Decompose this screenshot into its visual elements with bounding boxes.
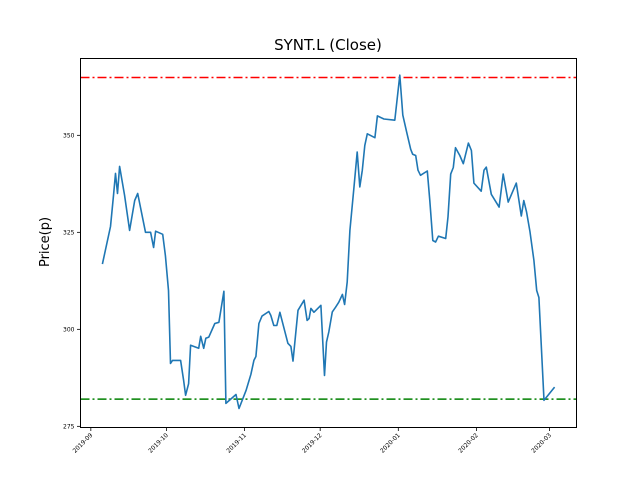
y-tick-label: 275 — [63, 423, 75, 430]
plot-frame — [80, 58, 577, 428]
series-line-close — [101, 74, 556, 410]
y-tick-label: 300 — [63, 326, 75, 333]
y-tick-label: 325 — [63, 229, 75, 236]
series-group — [101, 74, 556, 410]
reference-lines — [80, 76, 577, 400]
chart-title: SYNT.L (Close) — [274, 36, 382, 54]
y-axis-ticks: 275 300 325 350 — [63, 132, 81, 430]
y-axis-label: Price(p) — [38, 217, 53, 267]
y-tick-label: 350 — [63, 132, 75, 139]
